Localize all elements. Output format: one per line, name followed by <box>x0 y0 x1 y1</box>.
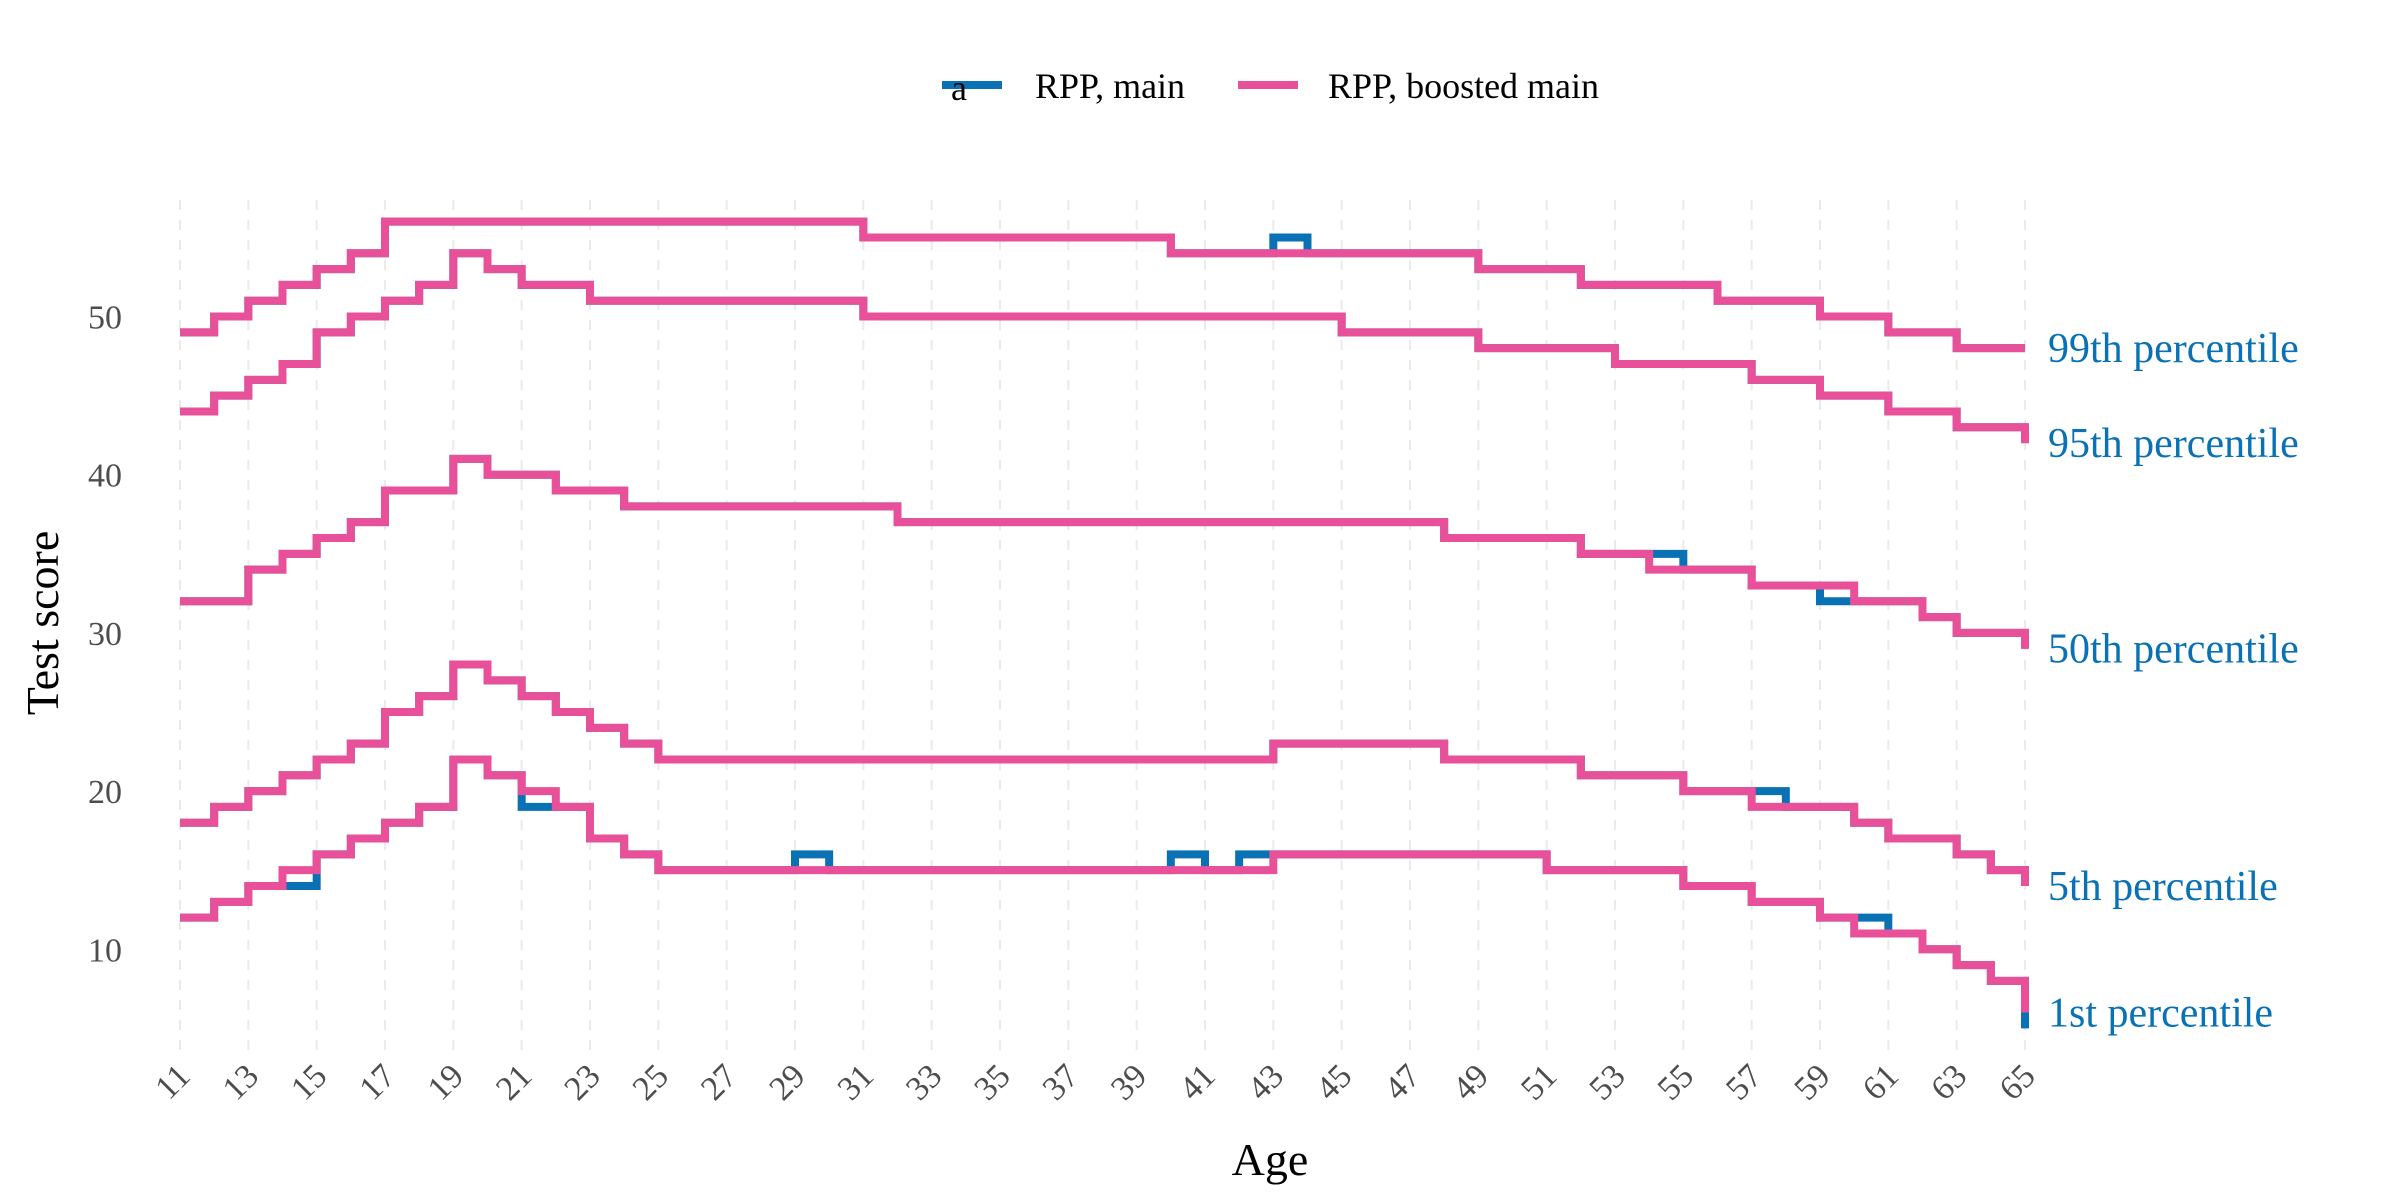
boosted-step-line <box>180 454 2029 649</box>
x-tick-label: 53 <box>1582 1057 1632 1107</box>
x-tick-label: 33 <box>899 1057 949 1107</box>
main-series-lines <box>180 217 2029 1029</box>
y-axis-ticks: 10 20 30 40 50 <box>88 300 122 970</box>
legend-boosted-label: RPP, boosted main <box>1328 66 1599 106</box>
y-tick-label: 30 <box>88 616 122 653</box>
x-tick-label: 23 <box>557 1057 607 1107</box>
x-tick-label: 65 <box>1992 1057 2042 1107</box>
percentile-label: 1st percentile <box>2048 991 2273 1037</box>
x-tick-label: 29 <box>762 1057 812 1107</box>
x-tick-label: 57 <box>1719 1057 1769 1107</box>
x-tick-label: 45 <box>1309 1057 1359 1107</box>
x-tick-label: 49 <box>1446 1057 1496 1107</box>
x-tick-label: 51 <box>1514 1057 1564 1107</box>
x-tick-label: 47 <box>1377 1057 1427 1107</box>
percentile-labels: 99th percentile 95th percentile 50th perce… <box>2048 326 2299 1036</box>
x-tick-label: 25 <box>626 1057 676 1107</box>
x-tick-label: 11 <box>148 1057 197 1106</box>
x-tick-label: 39 <box>1104 1057 1154 1107</box>
x-axis-title: Age <box>1232 1134 1309 1185</box>
grid <box>179 200 2026 1055</box>
x-tick-label: 21 <box>489 1057 539 1107</box>
x-tick-label: 37 <box>1036 1057 1086 1107</box>
x-tick-label: 17 <box>352 1057 402 1107</box>
y-axis-title: Test score <box>17 531 68 716</box>
x-tick-label: 27 <box>694 1057 744 1107</box>
x-tick-label: 41 <box>1172 1057 1222 1107</box>
y-tick-label: 10 <box>88 932 122 969</box>
percentile-label: 5th percentile <box>2048 864 2278 910</box>
x-tick-label: 61 <box>1856 1057 1906 1107</box>
y-tick-label: 40 <box>88 458 122 495</box>
x-tick-label: 15 <box>284 1057 334 1107</box>
legend-main-label: RPP, main <box>1035 66 1185 106</box>
boosted-series-lines <box>180 217 2029 1013</box>
percentile-label: 95th percentile <box>2048 421 2299 467</box>
x-tick-label: 55 <box>1651 1057 1701 1107</box>
legend: a RPP, main RPP, boosted main <box>942 66 1599 108</box>
y-tick-label: 50 <box>88 300 122 337</box>
boosted-step-line <box>180 217 2025 353</box>
boosted-step-line <box>180 755 2029 1013</box>
boosted-step-line <box>180 660 2029 886</box>
x-tick-label: 13 <box>216 1057 266 1107</box>
legend-main-glyph: a <box>951 68 967 108</box>
x-tick-label: 31 <box>831 1057 881 1107</box>
percentile-label: 99th percentile <box>2048 326 2299 372</box>
x-tick-label: 59 <box>1787 1057 1837 1107</box>
percentile-label: 50th percentile <box>2048 627 2299 673</box>
x-axis-ticks: 11 13 15 17 19 21 23 25 27 29 31 33 35 37 39 41 43 45 47 49… <box>148 1057 2042 1107</box>
y-tick-label: 20 <box>88 774 122 811</box>
boosted-step-line <box>180 249 2029 444</box>
x-tick-label: 35 <box>967 1057 1017 1107</box>
x-tick-label: 19 <box>421 1057 471 1107</box>
x-tick-label: 43 <box>1241 1057 1291 1107</box>
x-tick-label: 63 <box>1924 1057 1974 1107</box>
